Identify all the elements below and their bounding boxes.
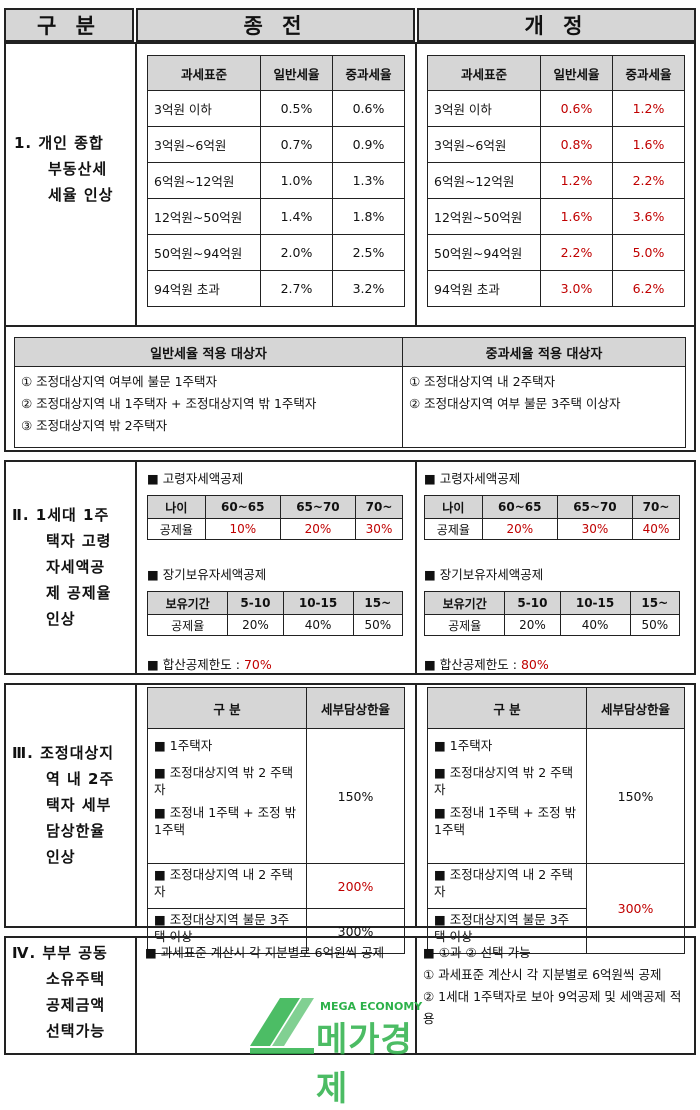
general-targets-cell: ① 조정대상지역 여부에 불문 1주택자 ② 조정대상지역 내 1주택자 + 조… — [14, 366, 403, 448]
logo-top-text: MEGA ECONOMY — [320, 1000, 423, 1013]
th-general-rate: 일반세율 — [540, 55, 613, 91]
limit-before: ■ 합산공제한도 : 70% — [147, 657, 272, 672]
elderly-title-before: ■ 고령자세액공제 — [147, 471, 244, 486]
elderly-table-after: 나이 60~65 65~70 70~ 공제율 20% 30% 40% — [424, 495, 680, 540]
long-title-before: ■ 장기보유자세액공제 — [147, 567, 267, 582]
table-row: 3억원 이하 0.5% 0.6% — [147, 90, 405, 127]
table-row: 94억원 초과 2.7% 3.2% — [147, 270, 405, 307]
table-row: 공제율 20% 40% 50% — [423, 614, 681, 636]
th-tax-base: 과세표준 — [147, 55, 261, 91]
header-col-after: 개 정 — [417, 8, 696, 42]
table-row: 50억원~94억원 2.2% 5.0% — [427, 234, 685, 271]
tax-rate-table-after: 과세표준 일반세율 중과세율 3억원 이하 0.6% 1.2% 3억원~6억원 0.8… — [427, 55, 685, 307]
divider — [415, 42, 417, 326]
logo-main-text: 메가경제 — [316, 1020, 413, 1109]
section1-frame — [4, 42, 696, 452]
long-title-after: ■ 장기보유자세액공제 — [424, 567, 544, 582]
th-heavy-targets: 중과세율 적용 대상자 — [402, 337, 686, 367]
th-heavy-rate: 중과세율 — [332, 55, 405, 91]
table-row: ■ 조정대상지역 내 2 주택자 200% — [147, 863, 405, 909]
table-row: 공제율 20% 40% 50% — [146, 614, 404, 636]
section4-after: ■ ①과 ② 선택 가능 ① 과세표준 계산시 각 지분별로 6억원씩 공제 ②… — [423, 945, 682, 1026]
table-row: 3억원~6억원 0.8% 1.6% — [427, 126, 685, 163]
table-row: 12억원~50억원 1.6% 3.6% — [427, 198, 685, 235]
tax-rate-table-before: 과세표준 일반세율 중과세율 3억원 이하 0.5% 0.6% 3억원~6억원 0.7… — [147, 55, 405, 307]
th-tax-base: 과세표준 — [427, 55, 541, 91]
section1-label: 1. 개인 종합 부동산세 세율 인상 — [14, 134, 114, 204]
divider — [135, 683, 137, 928]
th-general-rate: 일반세율 — [260, 55, 333, 91]
section4-frame — [4, 936, 696, 1055]
header-col-category: 구 분 — [4, 8, 134, 42]
burden-table-before: 구 분 세부담상한율 ■ 1주택자 ■ 조정대상지역 밖 2 주택자 ■ 조정내 … — [147, 687, 405, 954]
table-row: 6억원~12억원 1.2% 2.2% — [427, 162, 685, 199]
th-general-targets: 일반세율 적용 대상자 — [14, 337, 403, 367]
mega-economy-logo: MEGA ECONOMY 메가경제 — [250, 998, 440, 1109]
table-row: 50억원~94억원 2.0% 2.5% — [147, 234, 405, 271]
table-row: 공제율 10% 20% 30% — [147, 518, 403, 540]
divider — [135, 936, 137, 1055]
table-row: 공제율 20% 30% 40% — [424, 518, 680, 540]
table-row: ■ 1주택자 ■ 조정대상지역 밖 2 주택자 ■ 조정내 1주택 + 조정 밖… — [147, 728, 405, 864]
divider — [415, 936, 417, 1055]
target-table: 일반세율 적용 대상자 중과세율 적용 대상자 ① 조정대상지역 여부에 불문 … — [14, 337, 686, 448]
table-row: 3억원 이하 0.6% 1.2% — [427, 90, 685, 127]
table-row: 12억원~50억원 1.4% 1.8% — [147, 198, 405, 235]
table-row: ■ 조정대상지역 불문 3주택 이상 — [427, 908, 685, 954]
hold-table-after: 보유기간 5-10 10-15 15~ 공제율 20% 40% 50% — [423, 591, 681, 636]
limit-after: ■ 합산공제한도 : 80% — [424, 657, 549, 672]
divider — [415, 683, 417, 928]
table-row: 6억원~12억원 1.0% 1.3% — [147, 162, 405, 199]
section2-frame — [4, 460, 696, 675]
divider — [415, 460, 417, 675]
logo-mark-icon — [250, 998, 314, 1054]
section2-label: Ⅱ. 1세대 1주 택자 고령 자세액공 제 공제율 인상 — [12, 506, 112, 628]
section4-label: Ⅳ. 부부 공동 소유주택 공제금액 선택가능 — [12, 944, 108, 1040]
table-row: 3억원~6억원 0.7% 0.9% — [147, 126, 405, 163]
hold-table-before: 보유기간 5-10 10-15 15~ 공제율 20% 40% 50% — [146, 591, 404, 636]
table-row: 94억원 초과 3.0% 6.2% — [427, 270, 685, 307]
header-col-before: 종 전 — [136, 8, 415, 42]
elderly-title-after: ■ 고령자세액공제 — [424, 471, 521, 486]
section4-before: ■ 과세표준 계산시 각 지분별로 6억원씩 공제 — [145, 945, 385, 960]
th-heavy-rate: 중과세율 — [612, 55, 685, 91]
elderly-table-before: 나이 60~65 65~70 70~ 공제율 10% 20% 30% — [147, 495, 403, 540]
section3-label: Ⅲ. 조정대상지 역 내 2주 택자 세부 담상한율 인상 — [12, 744, 115, 866]
table-row: ■ 1주택자 ■ 조정대상지역 밖 2 주택자 ■ 조정내 1주택 + 조정 밖… — [427, 728, 685, 864]
divider — [135, 42, 137, 326]
table-row: ■ 조정대상지역 내 2 주택자 300% — [427, 863, 685, 954]
divider — [4, 325, 696, 327]
burden-table-after: 구 분 세부담상한율 ■ 1주택자 ■ 조정대상지역 밖 2 주택자 ■ 조정내 … — [427, 687, 685, 954]
heavy-targets-cell: ① 조정대상지역 내 2주택자 ② 조정대상지역 여부 불문 3주택 이상자 — [402, 366, 686, 448]
divider — [135, 460, 137, 675]
